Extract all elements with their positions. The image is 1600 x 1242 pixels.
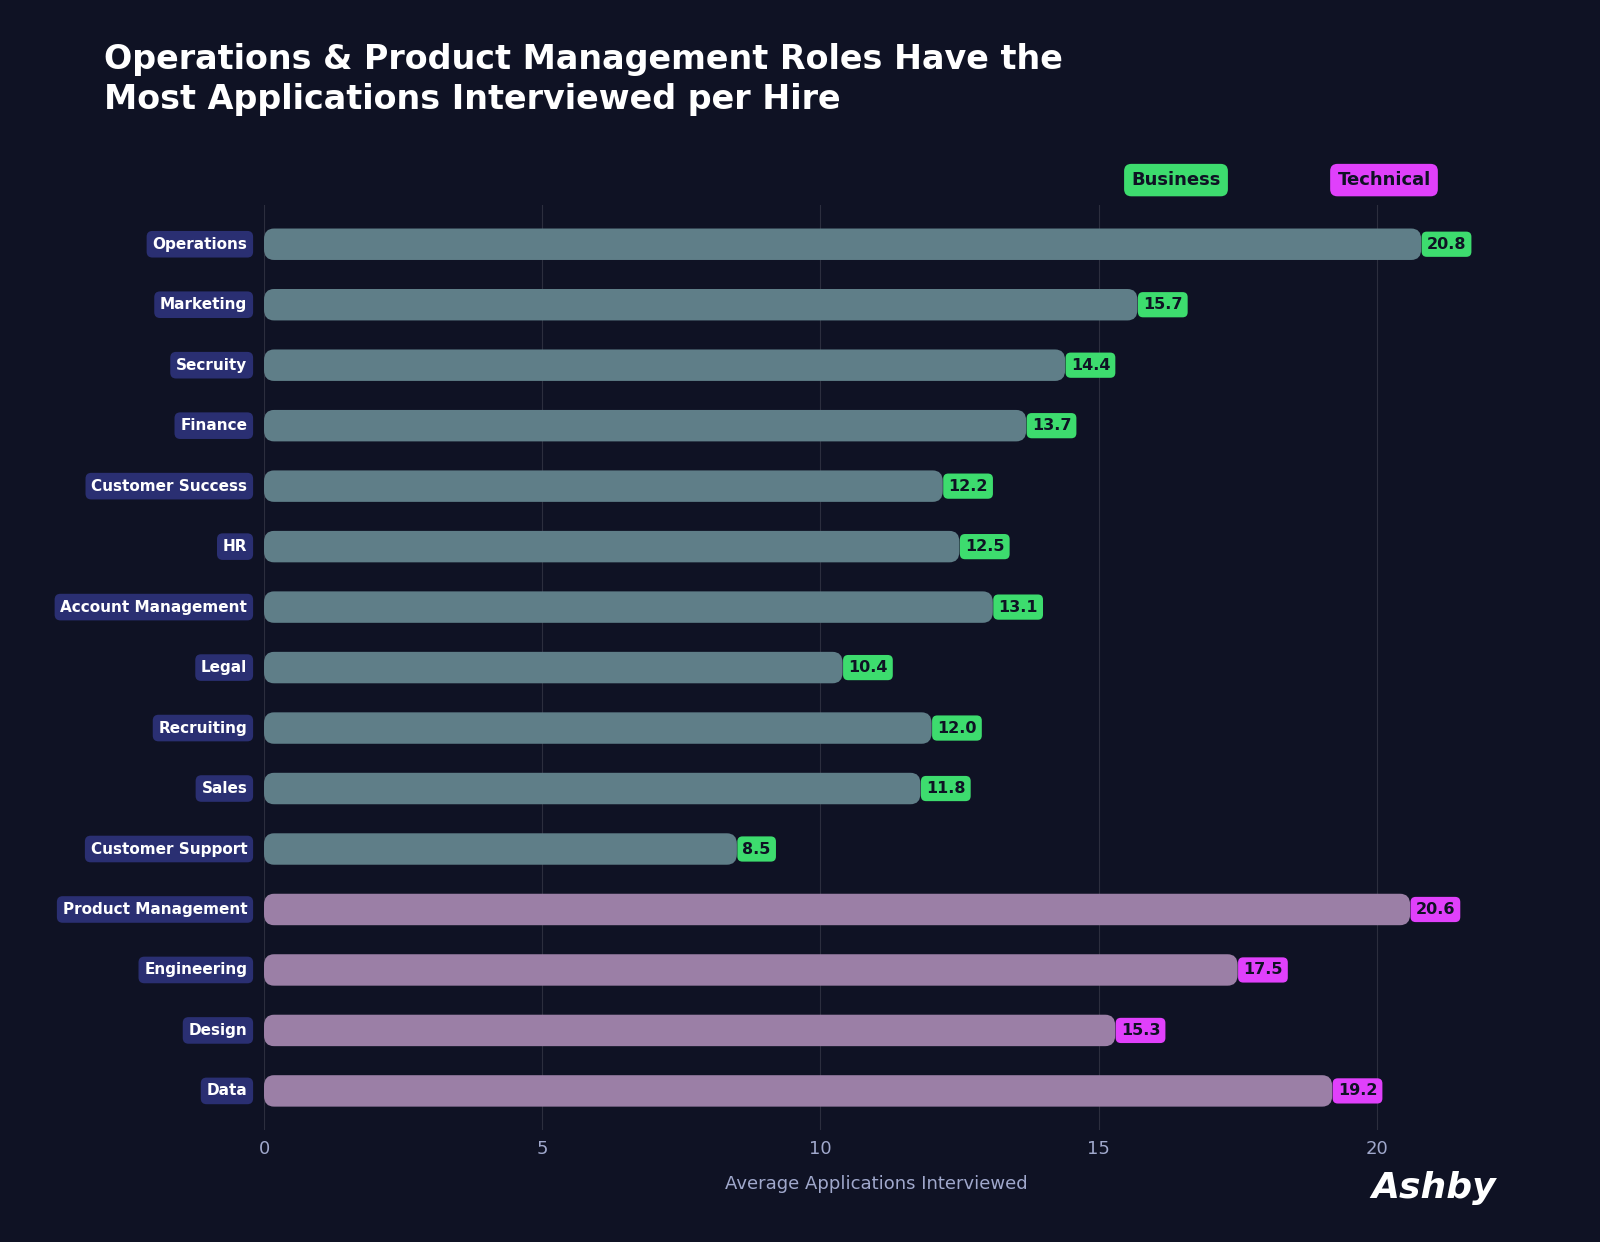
FancyBboxPatch shape bbox=[264, 833, 738, 864]
Text: Marketing: Marketing bbox=[160, 297, 248, 312]
FancyBboxPatch shape bbox=[264, 530, 960, 563]
Text: Account Management: Account Management bbox=[61, 600, 248, 615]
Text: Operations & Product Management Roles Have the
Most Applications Interviewed per: Operations & Product Management Roles Ha… bbox=[104, 43, 1062, 116]
Text: 20.8: 20.8 bbox=[1427, 237, 1466, 252]
Text: Design: Design bbox=[189, 1023, 248, 1038]
Text: 15.3: 15.3 bbox=[1122, 1023, 1160, 1038]
FancyBboxPatch shape bbox=[264, 410, 1026, 441]
FancyBboxPatch shape bbox=[264, 773, 920, 805]
Text: Customer Support: Customer Support bbox=[91, 842, 248, 857]
Text: 8.5: 8.5 bbox=[742, 842, 771, 857]
Text: HR: HR bbox=[222, 539, 248, 554]
Text: 14.4: 14.4 bbox=[1070, 358, 1110, 373]
Text: Finance: Finance bbox=[181, 419, 248, 433]
Text: 12.2: 12.2 bbox=[949, 478, 987, 493]
Text: Secruity: Secruity bbox=[176, 358, 248, 373]
FancyBboxPatch shape bbox=[264, 894, 1410, 925]
Text: Recruiting: Recruiting bbox=[158, 720, 248, 735]
FancyBboxPatch shape bbox=[264, 289, 1138, 320]
Text: 15.7: 15.7 bbox=[1142, 297, 1182, 312]
Text: Legal: Legal bbox=[202, 660, 248, 676]
FancyBboxPatch shape bbox=[264, 471, 942, 502]
FancyBboxPatch shape bbox=[264, 652, 843, 683]
Text: 17.5: 17.5 bbox=[1243, 963, 1283, 977]
Text: Data: Data bbox=[206, 1083, 248, 1098]
FancyBboxPatch shape bbox=[264, 591, 994, 622]
FancyBboxPatch shape bbox=[264, 1076, 1333, 1107]
Text: Sales: Sales bbox=[202, 781, 248, 796]
Text: 12.5: 12.5 bbox=[965, 539, 1005, 554]
Text: Product Management: Product Management bbox=[62, 902, 248, 917]
Text: Engineering: Engineering bbox=[144, 963, 248, 977]
Text: 13.7: 13.7 bbox=[1032, 419, 1072, 433]
Text: 13.1: 13.1 bbox=[998, 600, 1038, 615]
FancyBboxPatch shape bbox=[264, 229, 1421, 260]
Text: Customer Success: Customer Success bbox=[91, 478, 248, 493]
Text: Operations: Operations bbox=[152, 237, 248, 252]
FancyBboxPatch shape bbox=[264, 1015, 1115, 1046]
Text: 20.6: 20.6 bbox=[1416, 902, 1454, 917]
X-axis label: Average Applications Interviewed: Average Applications Interviewed bbox=[725, 1175, 1027, 1192]
FancyBboxPatch shape bbox=[264, 954, 1238, 986]
FancyBboxPatch shape bbox=[264, 349, 1066, 381]
Text: 19.2: 19.2 bbox=[1338, 1083, 1378, 1098]
Text: 10.4: 10.4 bbox=[848, 660, 888, 676]
Text: 12.0: 12.0 bbox=[938, 720, 976, 735]
Text: 11.8: 11.8 bbox=[926, 781, 965, 796]
Text: Ashby: Ashby bbox=[1371, 1171, 1496, 1205]
Text: Technical: Technical bbox=[1338, 171, 1430, 189]
Text: Business: Business bbox=[1131, 171, 1221, 189]
FancyBboxPatch shape bbox=[264, 713, 931, 744]
